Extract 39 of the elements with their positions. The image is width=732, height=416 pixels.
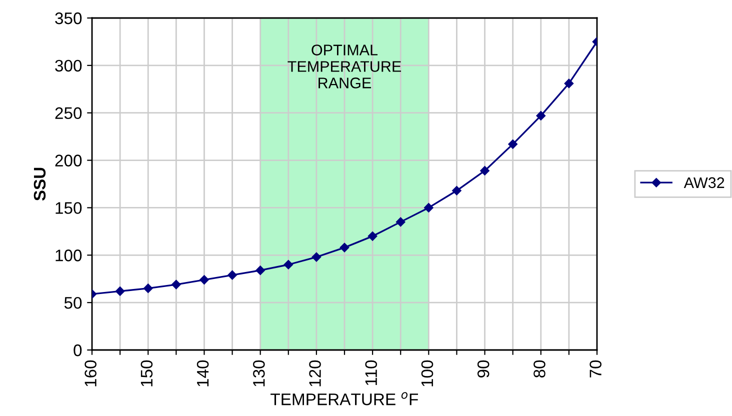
y-tick-label: 250 [55,107,82,120]
x-tick-label: 120 [309,360,321,386]
x-tick-label: 100 [421,360,434,386]
legend-label: AW32 [684,177,724,188]
point [368,232,378,241]
point [143,284,153,293]
y-tick-label: 150 [56,202,82,214]
point [508,140,518,149]
point [228,270,237,280]
point [312,252,322,262]
x-tick-label: 160 [84,360,96,386]
x-tick-label: 110 [365,360,378,386]
x-tick-label: 80 [534,360,546,378]
y-tick-label: 100 [56,250,82,262]
point [564,78,574,88]
y-tick-label: 200 [55,154,82,166]
point [452,186,462,196]
point [284,260,294,270]
point [200,275,209,284]
x-tick-label: 140 [196,360,209,386]
point [424,203,434,212]
x-tick-label: 150 [140,360,153,386]
y-axis-title: SSU [34,168,46,201]
x-tick-label: 70 [590,360,602,378]
point [172,280,181,290]
point [536,111,546,120]
y-tick-label: 0 [74,344,82,356]
point [480,166,490,176]
point [396,217,406,227]
point [256,266,265,275]
point [340,242,350,252]
x-tick-label: 130 [253,360,265,386]
x-tick-label: 90 [477,360,490,378]
y-tick-label: 350 [55,12,82,24]
point [115,286,125,296]
x-axis-title: TEMPERATURE $^{o}$F [270,392,418,406]
y-tick-label: 50 [64,296,82,309]
y-tick-label: 300 [55,60,82,72]
band-label: OPTIMAL TEMPERATURE RANGE [288,44,401,88]
